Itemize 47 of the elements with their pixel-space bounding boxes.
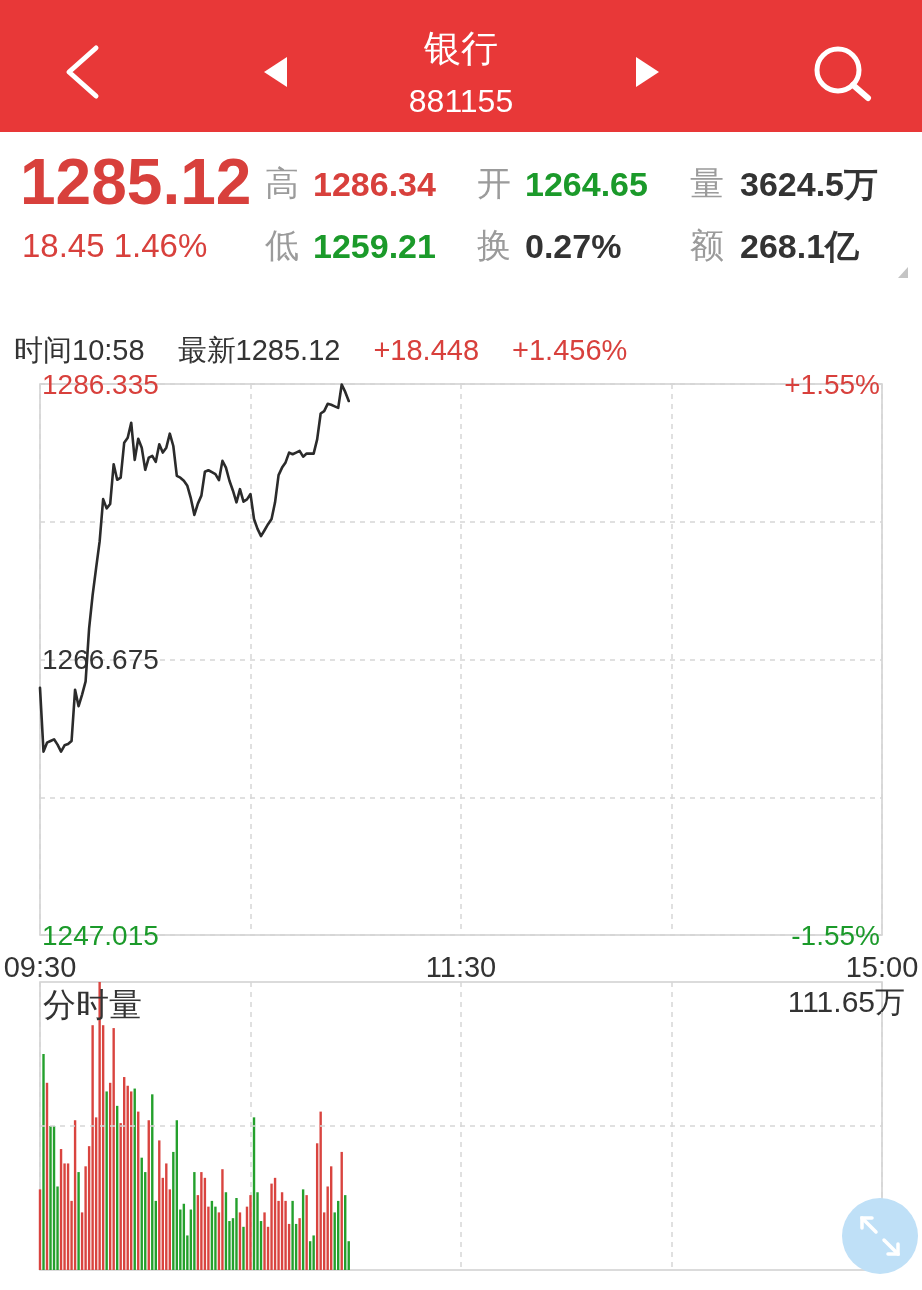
text: 881155	[408, 83, 514, 119]
x-tick-label: 09:30	[3, 950, 77, 983]
y2-tick-label: +1.55%	[784, 368, 880, 400]
text: 3624.5万	[740, 165, 878, 203]
bar	[112, 1028, 115, 1270]
bar	[249, 1195, 252, 1270]
text: +1.456%	[512, 334, 628, 366]
bar	[77, 1172, 80, 1270]
y-tick-label: 1247.015	[42, 919, 159, 951]
text: 1264.65	[525, 165, 648, 203]
text: +18.448	[373, 334, 480, 366]
bar	[305, 1195, 308, 1270]
text: 低	[265, 226, 299, 264]
bar	[242, 1226, 245, 1270]
text: 最新1285.12	[177, 334, 341, 366]
text: 1286.34	[313, 165, 436, 203]
bar	[263, 1212, 266, 1270]
bar	[193, 1172, 196, 1270]
text: 额	[690, 226, 724, 264]
text: 1259.21	[313, 227, 436, 265]
text: 换	[477, 226, 511, 264]
text: 18.45 1.46%	[22, 227, 208, 264]
text: 银行	[424, 28, 498, 69]
bar	[298, 1218, 301, 1270]
text: 268.1亿	[740, 227, 860, 265]
text: 量	[690, 164, 724, 202]
x-tick-label: 15:00	[845, 950, 919, 983]
text: 时间10:58	[14, 334, 145, 366]
bar	[319, 1111, 322, 1270]
bar	[221, 1169, 224, 1270]
bar	[312, 1235, 315, 1270]
y-tick-label: 1286.335	[42, 368, 159, 400]
bar	[105, 1091, 108, 1270]
y2-tick-label: -1.55%	[791, 919, 880, 951]
annotation: 111.65万	[787, 984, 906, 1018]
bar	[42, 1054, 45, 1270]
bar	[291, 1200, 294, 1270]
bar	[91, 1025, 94, 1270]
text: 高	[265, 164, 299, 202]
bar	[200, 1172, 203, 1270]
bar	[49, 1126, 52, 1270]
bar	[165, 1163, 168, 1270]
bar	[235, 1198, 238, 1270]
text: 0.27%	[525, 227, 622, 265]
text: 开	[477, 164, 511, 202]
x-tick-label: 11:30	[425, 950, 497, 983]
text: 1285.12	[20, 146, 252, 218]
